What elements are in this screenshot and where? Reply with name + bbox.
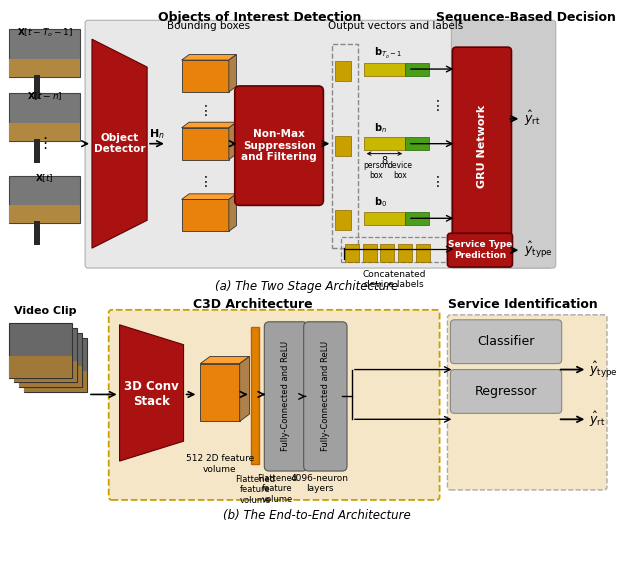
FancyBboxPatch shape [19, 333, 82, 387]
Text: Service Identification: Service Identification [449, 298, 598, 311]
Polygon shape [240, 356, 250, 422]
FancyBboxPatch shape [363, 244, 376, 262]
Text: Flattened
feature
volume: Flattened feature volume [236, 475, 275, 505]
FancyBboxPatch shape [109, 310, 440, 500]
Text: $\mathbf{X}[t-n]$: $\mathbf{X}[t-n]$ [27, 90, 63, 102]
FancyBboxPatch shape [34, 75, 40, 99]
Text: Video Clip: Video Clip [15, 306, 77, 316]
FancyBboxPatch shape [9, 29, 80, 77]
FancyBboxPatch shape [345, 244, 359, 262]
Text: person
box: person box [364, 161, 390, 180]
FancyBboxPatch shape [19, 365, 82, 387]
FancyBboxPatch shape [9, 59, 80, 77]
FancyBboxPatch shape [9, 123, 80, 140]
FancyBboxPatch shape [264, 322, 308, 471]
FancyBboxPatch shape [405, 62, 429, 75]
Text: $\mathbf{b}_0$: $\mathbf{b}_0$ [374, 196, 387, 209]
Text: $\hat{y}_{\mathrm{rt}}$: $\hat{y}_{\mathrm{rt}}$ [524, 109, 541, 128]
Text: $\hat{y}_{\mathrm{type}}$: $\hat{y}_{\mathrm{type}}$ [589, 360, 618, 379]
Text: 3D Conv
Stack: 3D Conv Stack [124, 380, 179, 409]
FancyBboxPatch shape [200, 364, 240, 422]
FancyBboxPatch shape [416, 244, 429, 262]
FancyBboxPatch shape [182, 60, 229, 92]
Text: GRU Network: GRU Network [477, 105, 487, 188]
Text: Concatenated
device labels: Concatenated device labels [362, 270, 426, 289]
FancyBboxPatch shape [381, 244, 394, 262]
FancyBboxPatch shape [34, 221, 40, 246]
Text: Object
Detector: Object Detector [94, 133, 145, 155]
FancyBboxPatch shape [14, 328, 77, 383]
FancyBboxPatch shape [447, 315, 607, 490]
FancyBboxPatch shape [451, 20, 556, 268]
Text: ⋮: ⋮ [431, 99, 445, 113]
Polygon shape [229, 55, 236, 92]
Text: $\mathbf{X}[t-T_o-1]$: $\mathbf{X}[t-T_o-1]$ [17, 26, 73, 39]
Text: (b) The End-to-End Architecture: (b) The End-to-End Architecture [223, 509, 410, 522]
FancyBboxPatch shape [85, 20, 552, 268]
FancyBboxPatch shape [9, 205, 80, 223]
Text: $\hat{y}_{\mathrm{rt}}$: $\hat{y}_{\mathrm{rt}}$ [589, 410, 606, 429]
FancyBboxPatch shape [250, 327, 259, 464]
Text: $\hat{y}_{\mathrm{type}}$: $\hat{y}_{\mathrm{type}}$ [524, 240, 553, 260]
Text: Service Type
Prediction: Service Type Prediction [448, 241, 512, 260]
Text: ⋮: ⋮ [198, 175, 212, 189]
FancyBboxPatch shape [235, 86, 323, 205]
FancyBboxPatch shape [364, 212, 405, 225]
Text: ⋮: ⋮ [431, 175, 445, 189]
FancyBboxPatch shape [9, 356, 72, 378]
Text: 4096-neuron
layers: 4096-neuron layers [291, 474, 348, 493]
FancyBboxPatch shape [405, 212, 429, 225]
Text: Fully-Connected and ReLU: Fully-Connected and ReLU [282, 341, 291, 451]
Text: Output vectors and labels: Output vectors and labels [328, 21, 463, 31]
FancyBboxPatch shape [182, 128, 229, 160]
Text: Fully-Connected and ReLU: Fully-Connected and ReLU [321, 341, 330, 451]
FancyBboxPatch shape [447, 233, 513, 267]
Polygon shape [182, 194, 236, 200]
Text: Sequence-Based Decision: Sequence-Based Decision [436, 11, 616, 24]
FancyBboxPatch shape [9, 323, 72, 378]
Text: device
box: device box [388, 161, 413, 180]
FancyBboxPatch shape [335, 61, 351, 81]
FancyBboxPatch shape [335, 135, 351, 156]
Text: Regressor: Regressor [474, 385, 537, 398]
Text: C3D Architecture: C3D Architecture [193, 298, 312, 311]
Polygon shape [229, 122, 236, 160]
FancyBboxPatch shape [452, 47, 511, 246]
FancyBboxPatch shape [335, 210, 351, 230]
Text: $\mathbf{H}_n$: $\mathbf{H}_n$ [149, 127, 165, 140]
FancyBboxPatch shape [364, 62, 405, 75]
Polygon shape [229, 194, 236, 231]
Polygon shape [92, 39, 147, 248]
Text: 8: 8 [381, 156, 387, 166]
Text: Objects of Interest Detection: Objects of Interest Detection [157, 11, 361, 24]
Polygon shape [120, 325, 184, 461]
Polygon shape [200, 356, 250, 364]
Text: Flattened
feature
volume: Flattened feature volume [257, 474, 297, 504]
Text: Non-Max
Suppression
and Filtering: Non-Max Suppression and Filtering [241, 129, 317, 162]
Text: ⋮: ⋮ [198, 104, 212, 118]
Text: 512 2D feature
volume: 512 2D feature volume [186, 454, 254, 474]
Text: (a) The Two Stage Architecture: (a) The Two Stage Architecture [215, 280, 398, 293]
Polygon shape [182, 55, 236, 60]
Text: $\mathbf{b}_{T_o-1}$: $\mathbf{b}_{T_o-1}$ [374, 46, 403, 61]
FancyBboxPatch shape [14, 361, 77, 383]
FancyBboxPatch shape [451, 370, 562, 413]
FancyBboxPatch shape [34, 139, 40, 163]
FancyBboxPatch shape [451, 320, 562, 364]
Text: ⋮: ⋮ [37, 136, 52, 151]
FancyBboxPatch shape [364, 137, 405, 150]
FancyBboxPatch shape [24, 370, 87, 392]
FancyBboxPatch shape [9, 93, 80, 140]
FancyBboxPatch shape [9, 175, 80, 223]
Text: $\mathbf{X}[t]$: $\mathbf{X}[t]$ [35, 173, 54, 184]
FancyBboxPatch shape [405, 137, 429, 150]
Text: Bounding boxes: Bounding boxes [166, 21, 250, 31]
FancyBboxPatch shape [182, 200, 229, 231]
FancyBboxPatch shape [398, 244, 412, 262]
Polygon shape [182, 122, 236, 128]
Text: Classifier: Classifier [477, 335, 534, 348]
FancyBboxPatch shape [24, 338, 87, 392]
Text: $\mathbf{b}_n$: $\mathbf{b}_n$ [374, 121, 387, 135]
FancyBboxPatch shape [304, 322, 347, 471]
